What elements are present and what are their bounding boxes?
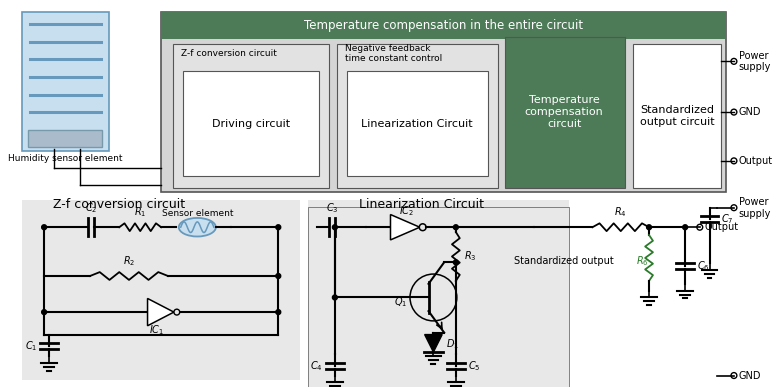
Circle shape [453,260,458,265]
Text: Linearization Circuit: Linearization Circuit [361,119,473,129]
Text: Standardized
output circuit: Standardized output circuit [640,105,714,127]
Text: Z-f conversion circuit: Z-f conversion circuit [181,49,277,58]
FancyBboxPatch shape [308,200,569,380]
FancyBboxPatch shape [505,37,625,188]
Text: $Q_1$: $Q_1$ [394,296,407,309]
FancyBboxPatch shape [161,12,726,192]
Text: Humidity sensor element: Humidity sensor element [9,154,123,163]
Text: $R_1$: $R_1$ [134,206,146,220]
Text: Output: Output [738,156,773,166]
Text: Power
supply: Power supply [738,197,771,218]
Text: $C_2$: $C_2$ [85,201,97,214]
Text: $R_4$: $R_4$ [615,206,627,220]
Circle shape [682,225,688,230]
Circle shape [647,225,651,230]
Circle shape [42,310,47,314]
Text: Z-f conversion circuit: Z-f conversion circuit [53,198,185,211]
Polygon shape [147,298,174,326]
Text: Output: Output [705,222,738,232]
Circle shape [42,225,47,230]
Text: Power
supply: Power supply [738,51,771,72]
FancyBboxPatch shape [182,71,319,176]
Circle shape [276,274,280,278]
Circle shape [333,225,337,230]
Text: $R_2$: $R_2$ [123,254,136,268]
Ellipse shape [178,218,216,236]
Text: $C_3$: $C_3$ [326,201,338,214]
FancyBboxPatch shape [337,44,498,188]
Text: Linearization Circuit: Linearization Circuit [359,198,485,211]
FancyBboxPatch shape [308,207,569,387]
FancyBboxPatch shape [22,200,300,380]
Circle shape [333,295,337,300]
FancyBboxPatch shape [347,71,488,176]
FancyBboxPatch shape [633,44,721,188]
Text: $C_6$: $C_6$ [697,260,710,273]
Text: Driving circuit: Driving circuit [212,119,290,129]
Text: Temperature compensation in the entire circuit: Temperature compensation in the entire c… [304,19,583,32]
Polygon shape [425,334,442,352]
Text: Standardized output: Standardized output [514,256,617,267]
Text: Negative feedback
time constant control: Negative feedback time constant control [344,44,442,63]
Text: $D_1$: $D_1$ [446,338,459,351]
Text: $C_4$: $C_4$ [310,359,323,373]
Text: $C_7$: $C_7$ [721,212,734,226]
Text: $IC_1$: $IC_1$ [149,323,164,337]
Text: GND: GND [738,370,761,381]
Text: $R_3$: $R_3$ [464,250,476,263]
FancyBboxPatch shape [173,44,329,188]
FancyBboxPatch shape [161,12,726,39]
Circle shape [276,310,280,314]
Circle shape [453,225,458,230]
Text: $IC_2$: $IC_2$ [400,204,414,218]
Text: $R_6$: $R_6$ [636,254,649,268]
Circle shape [276,225,280,230]
Text: $C_5$: $C_5$ [467,359,480,373]
Polygon shape [390,214,420,240]
Text: Sensor element: Sensor element [161,209,233,218]
Text: GND: GND [738,107,761,117]
FancyBboxPatch shape [22,12,110,151]
FancyBboxPatch shape [27,130,102,147]
Text: $C_1$: $C_1$ [25,339,37,353]
Text: Temperature
compensation
circuit: Temperature compensation circuit [525,96,604,129]
